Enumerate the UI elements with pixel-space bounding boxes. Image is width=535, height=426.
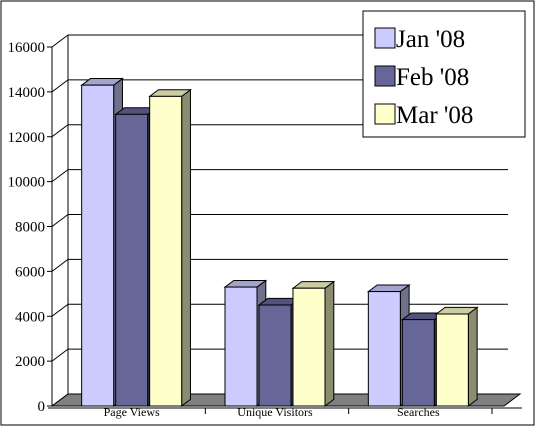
bar-front	[258, 304, 292, 407]
bar	[434, 306, 479, 408]
legend-swatch	[374, 65, 396, 87]
side-wall-gridline	[51, 214, 69, 227]
y-tick-label: 6000	[15, 264, 45, 280]
side-wall-gridline	[51, 34, 69, 48]
legend-swatch	[374, 27, 396, 49]
y-tick-label: 16000	[8, 40, 46, 56]
x-tick-label: Unique Visitors	[237, 405, 313, 419]
side-wall-gridline	[51, 124, 69, 138]
side-wall-gridline	[51, 303, 69, 317]
bar-front	[367, 291, 401, 407]
side-wall-gridline	[51, 348, 69, 362]
y-tick-label: 0	[38, 399, 46, 415]
legend-label: Feb '08	[396, 64, 469, 91]
y-tick-label: 2000	[15, 354, 45, 370]
y-tick-label: 4000	[15, 309, 45, 325]
x-tick-label: Searches	[397, 405, 440, 419]
legend-label: Mar '08	[396, 102, 473, 129]
side-wall-gridline	[51, 169, 69, 183]
bar-side	[181, 88, 191, 408]
x-tick-label: Page Views	[104, 405, 160, 419]
bar-front	[115, 113, 149, 407]
bar-front	[401, 319, 435, 407]
bar-front	[149, 95, 183, 407]
y-tick-label: 12000	[8, 130, 46, 146]
legend-swatch	[374, 103, 396, 125]
side-wall-gridline	[51, 258, 69, 272]
legend: Jan '08 Feb '08 Mar '08	[362, 10, 526, 138]
side-wall-gridline	[51, 79, 69, 93]
bar-front	[224, 286, 258, 407]
bar-side	[467, 306, 478, 408]
y-tick-label: 10000	[8, 175, 46, 191]
bar	[291, 280, 336, 408]
bar-front	[292, 287, 326, 407]
bar-front	[81, 84, 115, 407]
bar	[148, 88, 192, 408]
legend-label: Jan '08	[396, 26, 465, 53]
y-tick-label: 8000	[15, 220, 45, 236]
y-tick-label: 14000	[8, 85, 46, 101]
bar-side	[324, 280, 335, 408]
bar-front	[435, 313, 469, 407]
